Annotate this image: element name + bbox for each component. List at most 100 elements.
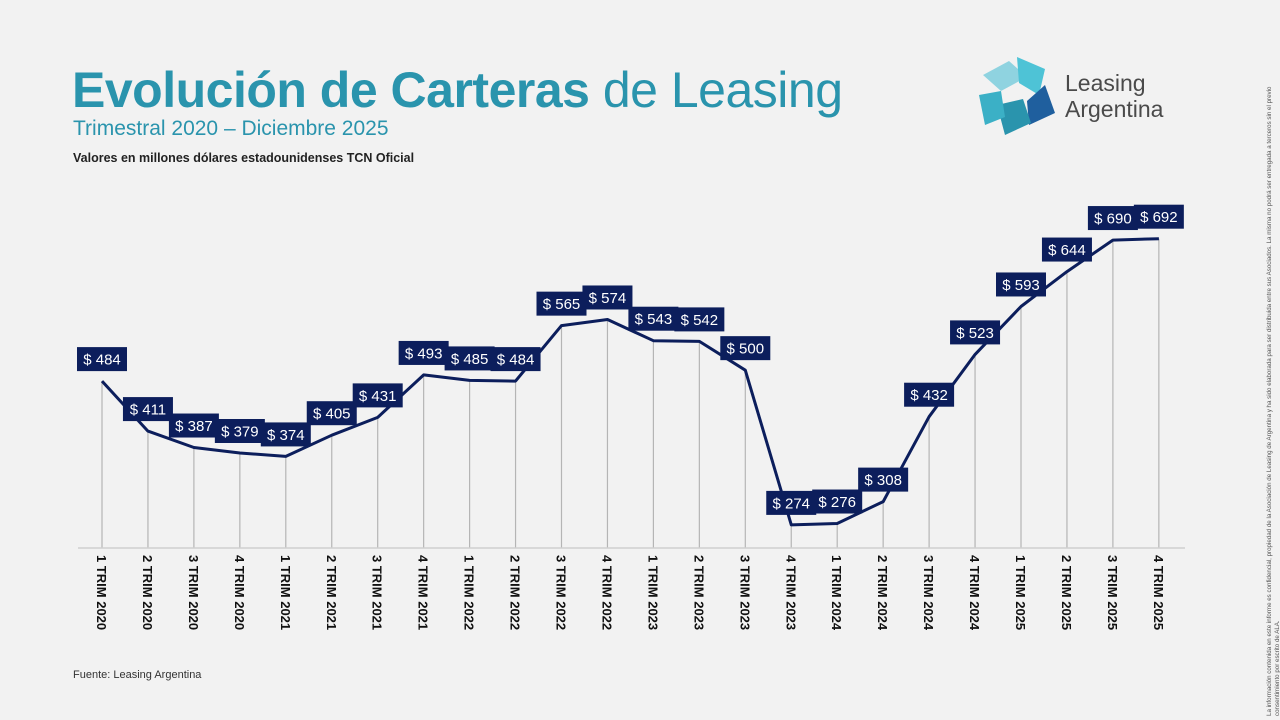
data-label-box [904, 382, 955, 407]
data-label-box [398, 340, 449, 365]
data-label-text: $ 308 [864, 472, 902, 489]
data-label-text: $ 593 [1002, 277, 1040, 294]
x-tick-label: 4 TRIM 2021 [416, 555, 431, 630]
x-tick-label: 4 TRIM 2025 [1151, 555, 1166, 630]
data-label: $ 523 [950, 320, 1001, 345]
x-tick-label: 4 TRIM 2022 [599, 555, 614, 630]
data-label-box [628, 306, 679, 331]
data-label: $ 690 [1087, 206, 1138, 231]
page-subtitle: Trimestral 2020 – Diciembre 2025 [73, 117, 389, 140]
disclaimer: La información contenida en este informe… [1266, 86, 1280, 716]
data-label: $ 374 [260, 422, 311, 447]
x-tick-label: 2 TRIM 2023 [691, 555, 706, 630]
x-tick-label: 1 TRIM 2021 [278, 555, 293, 630]
data-label: $ 500 [720, 336, 771, 361]
data-label: $ 542 [674, 307, 725, 332]
page-title: Evolución de Carteras de Leasing [72, 60, 843, 120]
data-label-text: $ 485 [451, 351, 489, 368]
x-tick-label: 1 TRIM 2022 [462, 555, 477, 630]
data-label-text: $ 387 [175, 418, 213, 435]
x-tick-label: 3 TRIM 2022 [554, 555, 569, 630]
data-label-box [306, 401, 357, 426]
data-label: $ 593 [996, 272, 1046, 297]
data-label-text: $ 484 [83, 352, 121, 369]
title-light: de Leasing [589, 62, 843, 118]
logo-line-1: Leasing [1065, 70, 1146, 96]
data-label-text: $ 379 [221, 423, 259, 440]
data-label-text: $ 431 [359, 388, 397, 405]
data-label: $ 493 [398, 340, 449, 365]
x-tick-label: 3 TRIM 2025 [1105, 555, 1120, 630]
data-label-box [122, 397, 173, 422]
data-label-box [766, 490, 817, 515]
data-label-box [674, 307, 725, 332]
data-label-box [812, 489, 863, 514]
data-label-box [1087, 206, 1138, 231]
x-tick-label: 3 TRIM 2021 [370, 555, 385, 630]
data-label-box [168, 413, 219, 438]
data-label: $ 387 [168, 413, 219, 438]
data-label-box [490, 347, 541, 372]
x-tick-label: 3 TRIM 2024 [921, 555, 936, 631]
data-label-text: $ 411 [130, 402, 166, 419]
data-label-box [996, 272, 1046, 297]
data-label-text: $ 690 [1094, 211, 1132, 228]
data-label-text: $ 565 [543, 296, 581, 313]
data-label-box [720, 336, 771, 361]
data-label: $ 692 [1133, 204, 1184, 229]
data-label-text: $ 574 [589, 290, 627, 307]
data-label-box [1133, 204, 1184, 229]
data-label-text: $ 692 [1140, 209, 1178, 226]
units-note: Valores en millones dólares estadouniden… [73, 151, 415, 165]
logo-text: Leasing Argentina [1065, 70, 1163, 122]
data-label: $ 574 [582, 285, 633, 310]
x-tick-label: 4 TRIM 2024 [967, 555, 982, 631]
x-tick-label: 2 TRIM 2020 [140, 555, 155, 630]
data-label-box [582, 285, 633, 310]
data-label: $ 379 [214, 418, 265, 443]
data-label: $ 431 [352, 383, 403, 408]
data-label-box [352, 383, 403, 408]
source-note: Fuente: Leasing Argentina [73, 669, 202, 681]
data-label: $ 411 [122, 397, 173, 422]
data-label-text: $ 543 [635, 311, 673, 328]
star-logo-icon [979, 57, 1055, 135]
data-label-text: $ 542 [681, 312, 719, 329]
data-label: $ 485 [444, 346, 495, 371]
x-tick-label: 3 TRIM 2020 [186, 555, 201, 630]
x-tick-label: 1 TRIM 2024 [829, 555, 844, 631]
x-tick-label: 4 TRIM 2020 [232, 555, 247, 630]
data-label-text: $ 274 [772, 495, 810, 512]
data-label: $ 432 [904, 382, 955, 407]
data-label-text: $ 500 [727, 341, 765, 358]
data-label-text: $ 644 [1048, 242, 1086, 259]
data-label-text: $ 374 [267, 427, 305, 444]
data-label-text: $ 405 [313, 406, 351, 423]
logo: Leasing Argentina [975, 55, 1190, 140]
data-label-box [77, 347, 127, 372]
x-tick-label: 1 TRIM 2020 [94, 555, 109, 630]
x-tick-label: 4 TRIM 2023 [783, 555, 798, 630]
data-label: $ 274 [766, 490, 817, 515]
x-tick-label: 2 TRIM 2022 [508, 555, 523, 630]
data-label-box [950, 320, 1001, 345]
data-label: $ 644 [1041, 237, 1092, 262]
data-label: $ 565 [536, 291, 587, 316]
x-tick-label: 1 TRIM 2025 [1013, 555, 1028, 630]
x-tick-label: 3 TRIM 2023 [737, 555, 752, 630]
data-label-box [858, 467, 909, 492]
data-label-box [1041, 237, 1092, 262]
x-tick-label: 2 TRIM 2024 [875, 555, 890, 631]
data-label-box [260, 422, 311, 447]
data-label-text: $ 523 [956, 325, 994, 342]
data-label: $ 308 [858, 467, 909, 492]
data-label: $ 543 [628, 306, 679, 331]
data-label-box [536, 291, 587, 316]
data-label: $ 484 [490, 347, 541, 372]
x-tick-label: 1 TRIM 2023 [645, 555, 660, 630]
data-label-box [214, 418, 265, 443]
title-bold: Evolución de Carteras [72, 62, 590, 118]
logo-line-2: Argentina [1065, 96, 1164, 122]
data-label-text: $ 276 [818, 494, 856, 511]
